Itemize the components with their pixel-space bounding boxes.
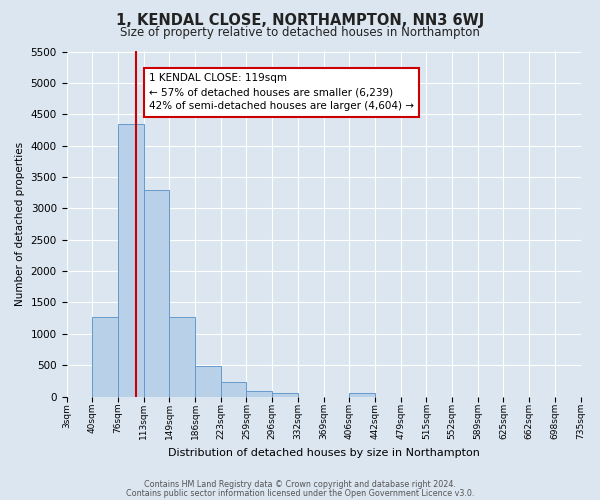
Text: Contains HM Land Registry data © Crown copyright and database right 2024.: Contains HM Land Registry data © Crown c…: [144, 480, 456, 489]
Bar: [349, 393, 375, 396]
X-axis label: Distribution of detached houses by size in Northampton: Distribution of detached houses by size …: [167, 448, 479, 458]
Bar: [247, 391, 272, 396]
Bar: [118, 124, 143, 396]
Bar: [169, 317, 195, 396]
Bar: [221, 382, 247, 396]
Text: Contains public sector information licensed under the Open Government Licence v3: Contains public sector information licen…: [126, 488, 474, 498]
Y-axis label: Number of detached properties: Number of detached properties: [15, 142, 25, 306]
Bar: [195, 366, 221, 396]
Bar: [143, 190, 169, 396]
Bar: [92, 317, 118, 396]
Text: 1 KENDAL CLOSE: 119sqm
← 57% of detached houses are smaller (6,239)
42% of semi-: 1 KENDAL CLOSE: 119sqm ← 57% of detached…: [149, 74, 414, 112]
Bar: [272, 393, 298, 396]
Text: 1, KENDAL CLOSE, NORTHAMPTON, NN3 6WJ: 1, KENDAL CLOSE, NORTHAMPTON, NN3 6WJ: [116, 12, 484, 28]
Text: Size of property relative to detached houses in Northampton: Size of property relative to detached ho…: [120, 26, 480, 39]
